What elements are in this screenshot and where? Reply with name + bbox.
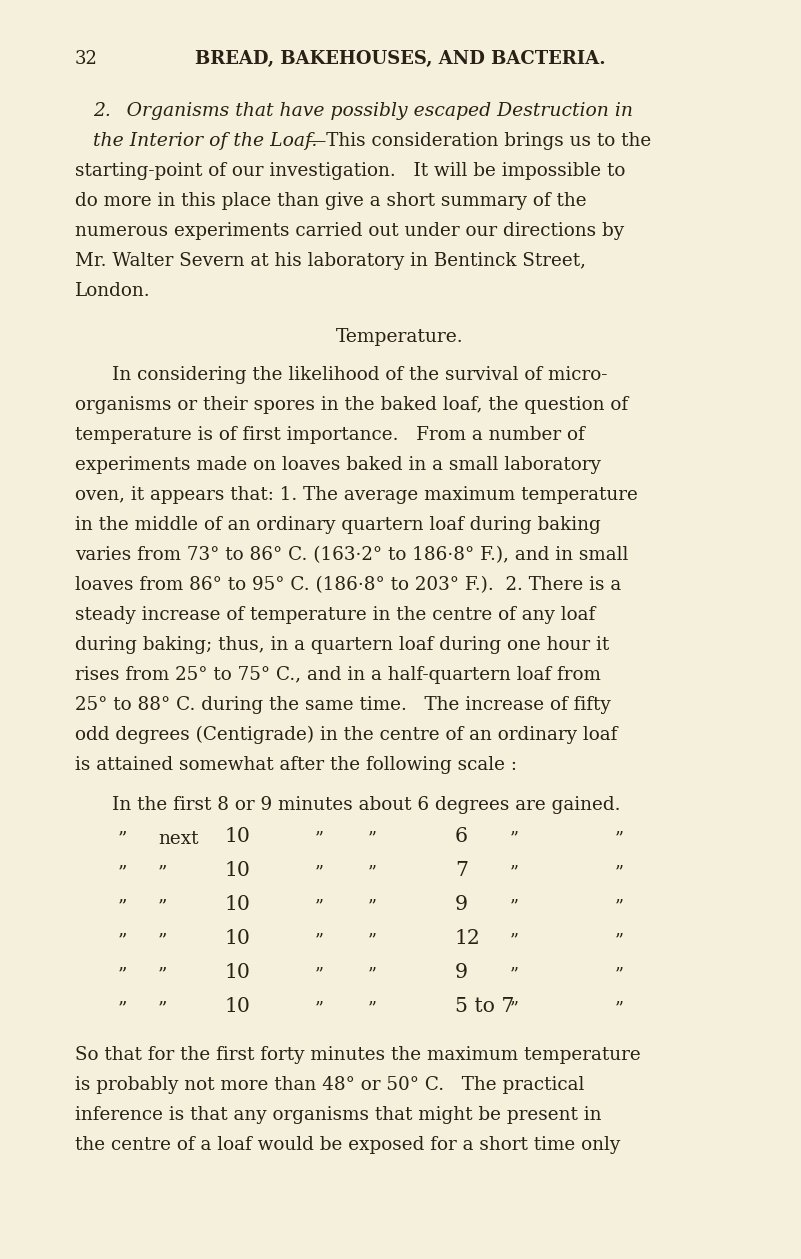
Text: ”: ” (118, 1000, 127, 1019)
Text: ”: ” (118, 966, 127, 985)
Text: 25° to 88° C. during the same time.   The increase of fifty: 25° to 88° C. during the same time. The … (75, 696, 610, 714)
Text: ”: ” (615, 1000, 624, 1019)
Text: 5 to 7: 5 to 7 (455, 997, 514, 1016)
Text: ”: ” (615, 898, 624, 917)
Text: ”: ” (315, 898, 324, 917)
Text: So that for the first forty minutes the maximum temperature: So that for the first forty minutes the … (75, 1046, 641, 1064)
Text: ”: ” (315, 1000, 324, 1019)
Text: ”: ” (368, 1000, 377, 1019)
Text: 2.   Organisms that have possibly escaped Destruction in: 2. Organisms that have possibly escaped … (93, 102, 633, 120)
Text: steady increase of temperature in the centre of any loaf: steady increase of temperature in the ce… (75, 606, 595, 624)
Text: ”: ” (158, 966, 167, 985)
Text: ”: ” (510, 1000, 519, 1019)
Text: ”: ” (158, 898, 167, 917)
Text: 7: 7 (455, 861, 468, 880)
Text: ”: ” (368, 966, 377, 985)
Text: is probably not more than 48° or 50° C.   The practical: is probably not more than 48° or 50° C. … (75, 1076, 585, 1094)
Text: ”: ” (118, 864, 127, 883)
Text: 12: 12 (455, 929, 481, 948)
Text: in the middle of an ordinary quartern loaf during baking: in the middle of an ordinary quartern lo… (75, 516, 601, 534)
Text: do more in this place than give a short summary of the: do more in this place than give a short … (75, 193, 586, 210)
Text: the Interior of the Loaf.: the Interior of the Loaf. (93, 132, 317, 150)
Text: ”: ” (510, 898, 519, 917)
Text: ”: ” (368, 932, 377, 951)
Text: ”: ” (315, 932, 324, 951)
Text: next: next (158, 830, 199, 849)
Text: ”: ” (158, 932, 167, 951)
Text: BREAD, BAKEHOUSES, AND BACTERIA.: BREAD, BAKEHOUSES, AND BACTERIA. (195, 50, 606, 68)
Text: oven, it appears that: 1. The average maximum temperature: oven, it appears that: 1. The average ma… (75, 486, 638, 504)
Text: In the first 8 or 9 minutes about 6 degrees are gained.: In the first 8 or 9 minutes about 6 degr… (112, 796, 621, 815)
Text: 10: 10 (225, 827, 251, 846)
Text: odd degrees (Centigrade) in the centre of an ordinary loaf: odd degrees (Centigrade) in the centre o… (75, 726, 618, 744)
Text: ”: ” (118, 932, 127, 951)
Text: ”: ” (615, 830, 624, 849)
Text: numerous experiments carried out under our directions by: numerous experiments carried out under o… (75, 222, 624, 240)
Text: 10: 10 (225, 895, 251, 914)
Text: 10: 10 (225, 929, 251, 948)
Text: Mr. Walter Severn at his laboratory in Bentinck Street,: Mr. Walter Severn at his laboratory in B… (75, 252, 586, 269)
Text: ”: ” (510, 966, 519, 985)
Text: ”: ” (315, 830, 324, 849)
Text: 32: 32 (75, 50, 98, 68)
Text: varies from 73° to 86° C. (163·2° to 186·8° F.), and in small: varies from 73° to 86° C. (163·2° to 186… (75, 546, 628, 564)
Text: ”: ” (510, 932, 519, 951)
Text: ”: ” (368, 864, 377, 883)
Text: 9: 9 (455, 963, 468, 982)
Text: loaves from 86° to 95° C. (186·8° to 203° F.).  2. There is a: loaves from 86° to 95° C. (186·8° to 203… (75, 577, 622, 594)
Text: ”: ” (615, 966, 624, 985)
Text: rises from 25° to 75° C., and in a half-quartern loaf from: rises from 25° to 75° C., and in a half-… (75, 666, 601, 684)
Text: ”: ” (368, 830, 377, 849)
Text: 10: 10 (225, 997, 251, 1016)
Text: temperature is of first importance.   From a number of: temperature is of first importance. From… (75, 426, 585, 444)
Text: London.: London. (75, 282, 151, 300)
Text: Temperature.: Temperature. (336, 329, 464, 346)
Text: starting-point of our investigation.   It will be impossible to: starting-point of our investigation. It … (75, 162, 626, 180)
Text: ”: ” (118, 830, 127, 849)
Text: ”: ” (615, 932, 624, 951)
Text: ”: ” (615, 864, 624, 883)
Text: is attained somewhat after the following scale :: is attained somewhat after the following… (75, 755, 517, 774)
Text: ”: ” (315, 864, 324, 883)
Text: ”: ” (315, 966, 324, 985)
Text: ”: ” (510, 864, 519, 883)
Text: ”: ” (510, 830, 519, 849)
Text: ”: ” (118, 898, 127, 917)
Text: 6: 6 (455, 827, 468, 846)
Text: inference is that any organisms that might be present in: inference is that any organisms that mig… (75, 1105, 602, 1124)
Text: 10: 10 (225, 861, 251, 880)
Text: 9: 9 (455, 895, 468, 914)
Text: 10: 10 (225, 963, 251, 982)
Text: during baking; thus, in a quartern loaf during one hour it: during baking; thus, in a quartern loaf … (75, 636, 610, 653)
Text: the centre of a loaf would be exposed for a short time only: the centre of a loaf would be exposed fo… (75, 1136, 620, 1155)
Text: ”: ” (158, 864, 167, 883)
Text: —This consideration brings us to the: —This consideration brings us to the (308, 132, 651, 150)
Text: In considering the likelihood of the survival of micro-: In considering the likelihood of the sur… (112, 366, 607, 384)
Text: ”: ” (368, 898, 377, 917)
Text: experiments made on loaves baked in a small laboratory: experiments made on loaves baked in a sm… (75, 456, 601, 473)
Text: organisms or their spores in the baked loaf, the question of: organisms or their spores in the baked l… (75, 397, 628, 414)
Text: ”: ” (158, 1000, 167, 1019)
